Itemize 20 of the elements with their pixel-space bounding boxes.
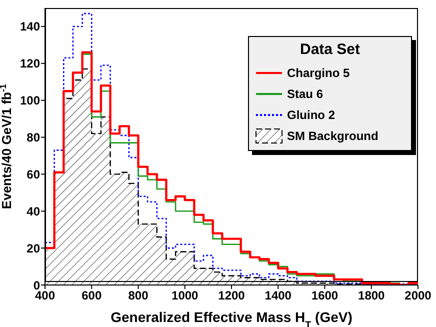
y-tick-label: 140 <box>20 20 40 34</box>
y-tick-label: 60 <box>26 167 40 182</box>
legend-label: Gluino 2 <box>287 108 335 122</box>
x-tick-label: 1600 <box>311 288 338 303</box>
y-tick-label: 120 <box>20 56 40 71</box>
x-tick-label: 2000 <box>404 288 432 303</box>
x-tick-label: 600 <box>82 288 102 303</box>
y-tick-label: 40 <box>26 204 40 218</box>
x-tick-label: 800 <box>128 288 149 303</box>
legend-label: Stau 6 <box>287 86 324 100</box>
x-tick-label: 1800 <box>358 288 386 303</box>
y-tick-label: 80 <box>26 130 40 145</box>
y-tick-label: 100 <box>20 94 40 108</box>
y-tick-label: 20 <box>26 241 40 256</box>
legend-label: Chargino 5 <box>287 66 350 80</box>
x-tick-label: 1000 <box>172 288 199 303</box>
x-tick-label: 1200 <box>218 288 246 303</box>
legend-label: SM Background <box>287 128 378 142</box>
x-tick-label: 1400 <box>264 288 292 303</box>
legend-title: Data Set <box>298 41 362 58</box>
